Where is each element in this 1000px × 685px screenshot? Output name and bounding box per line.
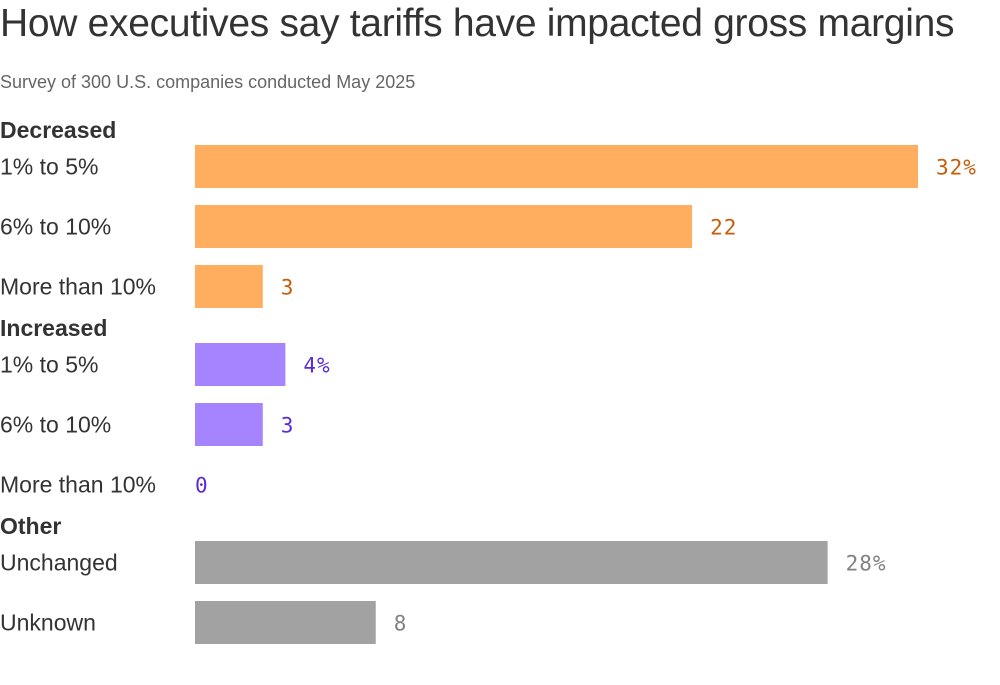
value-label-decreased-more-than-10pct: 3	[281, 276, 295, 300]
value-label-decreased-1pct-to-5pct: 32%	[936, 156, 977, 180]
bar-decreased-more-than-10pct	[195, 265, 263, 308]
bar-decreased-6pct-to-10pct	[195, 205, 693, 248]
category-label-decreased-1pct-to-5pct: 1% to 5%	[0, 154, 98, 180]
value-label-increased-6pct-to-10pct: 3	[281, 414, 295, 438]
value-label-increased-1pct-to-5pct: 4%	[303, 354, 330, 378]
category-label-increased-more-than-10pct: More than 10%	[0, 472, 156, 498]
category-label-increased-1pct-to-5pct: 1% to 5%	[0, 352, 98, 378]
value-label-increased-more-than-10pct: 0	[195, 474, 209, 498]
category-label-decreased-6pct-to-10pct: 6% to 10%	[0, 214, 111, 240]
bar-other-unknown	[195, 601, 376, 644]
group-label-decreased: Decreased	[0, 117, 116, 143]
category-label-increased-6pct-to-10pct: 6% to 10%	[0, 412, 111, 438]
bar-decreased-1pct-to-5pct	[195, 145, 918, 188]
value-label-other-unchanged: 28%	[846, 552, 887, 576]
chart-subtitle: Survey of 300 U.S. companies conducted M…	[0, 72, 416, 92]
category-label-other-unknown: Unknown	[0, 610, 96, 636]
value-label-other-unknown: 8	[394, 612, 408, 636]
bar-other-unchanged	[195, 541, 828, 584]
chart-title: How executives say tariffs have impacted…	[0, 2, 955, 45]
group-label-other: Other	[0, 513, 61, 539]
bar-increased-6pct-to-10pct	[195, 403, 263, 446]
bar-increased-1pct-to-5pct	[195, 343, 286, 386]
category-label-other-unchanged: Unchanged	[0, 550, 118, 576]
value-label-decreased-6pct-to-10pct: 22	[710, 216, 737, 240]
group-label-increased: Increased	[0, 315, 107, 341]
category-label-decreased-more-than-10pct: More than 10%	[0, 274, 156, 300]
